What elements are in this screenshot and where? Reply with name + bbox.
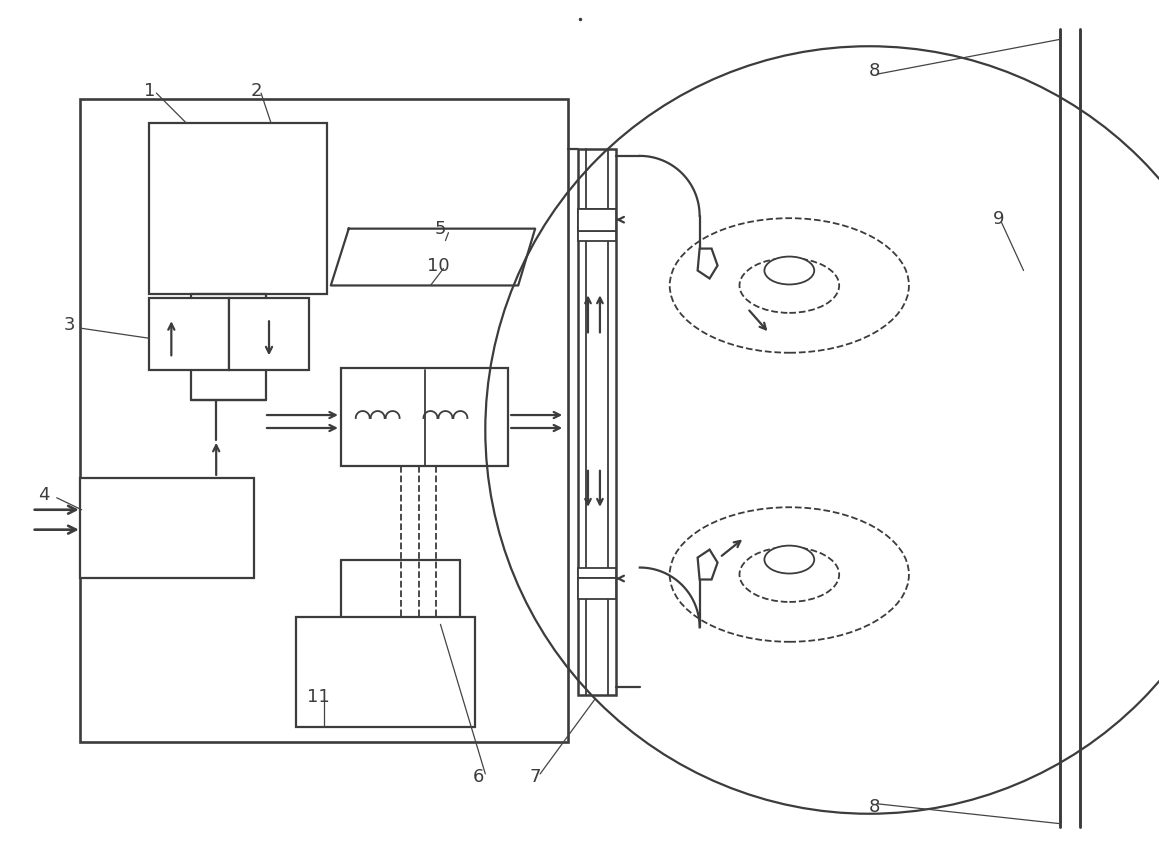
- Polygon shape: [698, 550, 717, 580]
- Bar: [578, 209, 615, 231]
- Text: 8: 8: [868, 62, 880, 80]
- Text: 4: 4: [38, 486, 50, 504]
- Text: 10: 10: [427, 256, 449, 274]
- Text: 8: 8: [868, 798, 880, 816]
- Text: 3: 3: [64, 316, 75, 334]
- Bar: [80, 478, 254, 577]
- Text: 5: 5: [434, 220, 446, 238]
- Bar: [296, 617, 475, 727]
- Polygon shape: [698, 249, 717, 279]
- Text: 2: 2: [251, 82, 262, 100]
- Bar: [578, 568, 615, 577]
- Ellipse shape: [764, 545, 814, 574]
- Bar: [578, 231, 615, 240]
- Text: 7: 7: [529, 768, 541, 786]
- Bar: [578, 577, 615, 599]
- Ellipse shape: [764, 256, 814, 285]
- Bar: [80, 99, 568, 742]
- Bar: [578, 209, 615, 231]
- Text: 6: 6: [473, 768, 484, 786]
- Text: 9: 9: [993, 209, 1004, 227]
- Bar: [341, 369, 509, 466]
- Text: 1: 1: [144, 82, 156, 100]
- Bar: [229, 298, 309, 370]
- Text: 11: 11: [308, 688, 330, 706]
- Bar: [578, 149, 615, 695]
- Bar: [150, 123, 327, 294]
- Bar: [150, 298, 229, 370]
